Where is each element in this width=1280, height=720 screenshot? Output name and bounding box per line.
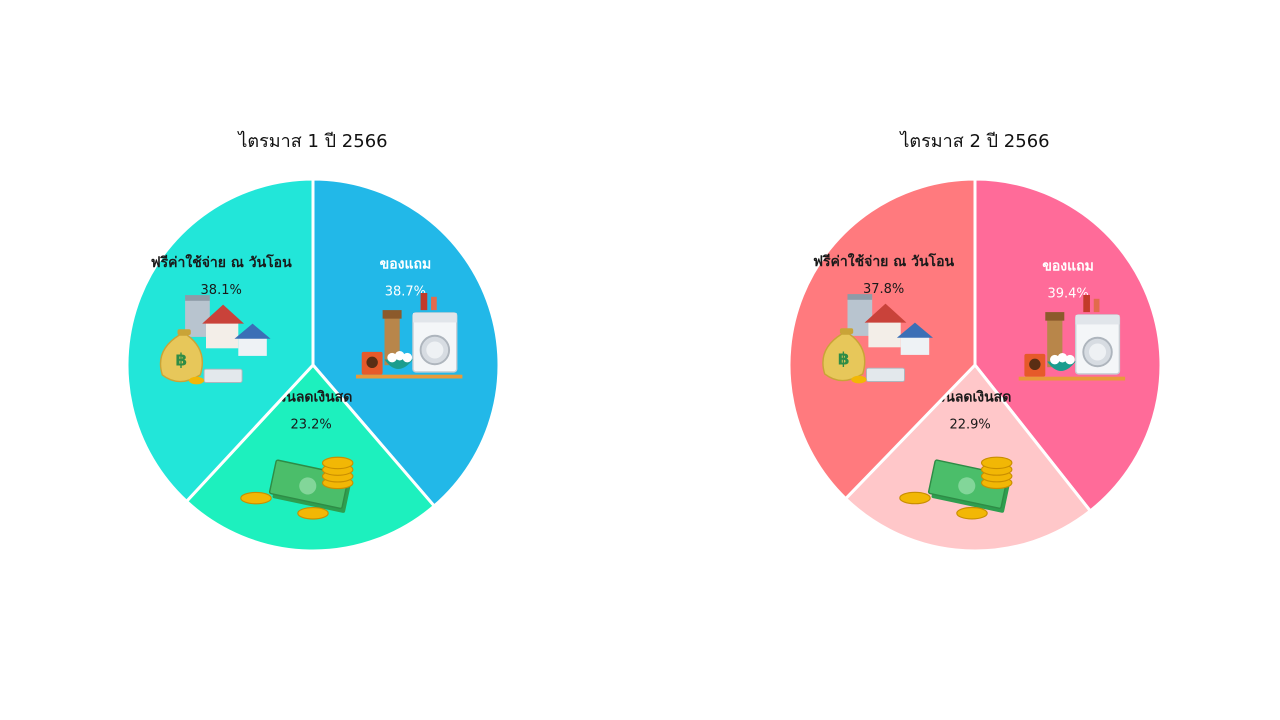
chart-title: ไตรมาส 1 ปี 2566	[238, 131, 388, 152]
slice-label: ของแถม	[380, 257, 432, 273]
cash-coins-icon	[899, 456, 1013, 520]
slice-label: ฟรีค่าใช้จ่าย ณ วันโอน	[151, 253, 292, 271]
chart-title: ไตรมาส 2 ปี 2566	[900, 131, 1050, 152]
svg-text:฿: ฿	[838, 349, 850, 369]
appliances-icon	[356, 293, 463, 379]
property-money-icon: ฿	[822, 294, 933, 384]
slice-value-label: 39.4%	[1047, 287, 1088, 302]
cash-coins-icon	[240, 456, 354, 520]
appliances-icon	[1018, 295, 1126, 381]
pie-slice	[311, 177, 501, 509]
slice-value-label: 38.7%	[385, 285, 426, 300]
slice-label: ส่วนลดเงินสด	[270, 390, 352, 406]
property-money-icon: ฿	[159, 295, 271, 385]
pie-chart-q1: ไตรมาส 1 ปี 2566 ของแถม 38.7% ส่วนลดเงินสด…	[103, 120, 523, 570]
pie-slice	[184, 362, 437, 553]
slice-value-label: 22.9%	[949, 418, 990, 433]
pie-svg: ของแถม39.4%ส่วนลดเงินสด22.9%ฟรีค่าใช้จ่า…	[787, 177, 1163, 553]
pie-slice	[973, 177, 1163, 514]
svg-text:฿: ฿	[175, 350, 187, 370]
slice-value-label: 38.1%	[201, 283, 242, 298]
slice-label: ฟรีค่าใช้จ่าย ณ วันโอน	[813, 252, 954, 270]
pie-slice	[843, 362, 1093, 553]
slice-value-label: 23.2%	[290, 418, 331, 433]
slice-value-label: 37.8%	[863, 282, 904, 297]
slice-label: ของแถม	[1042, 259, 1094, 275]
pie-svg: ของแถม 38.7% ส่วนลดเงินสด 23.2% ฟรีค่าใช้จ่า…	[125, 177, 501, 553]
pie-chart-q2: ไตรมาส 2 ปี 2566 ของแถม 39.4% ส่วนลดเงินสด…	[765, 120, 1185, 570]
